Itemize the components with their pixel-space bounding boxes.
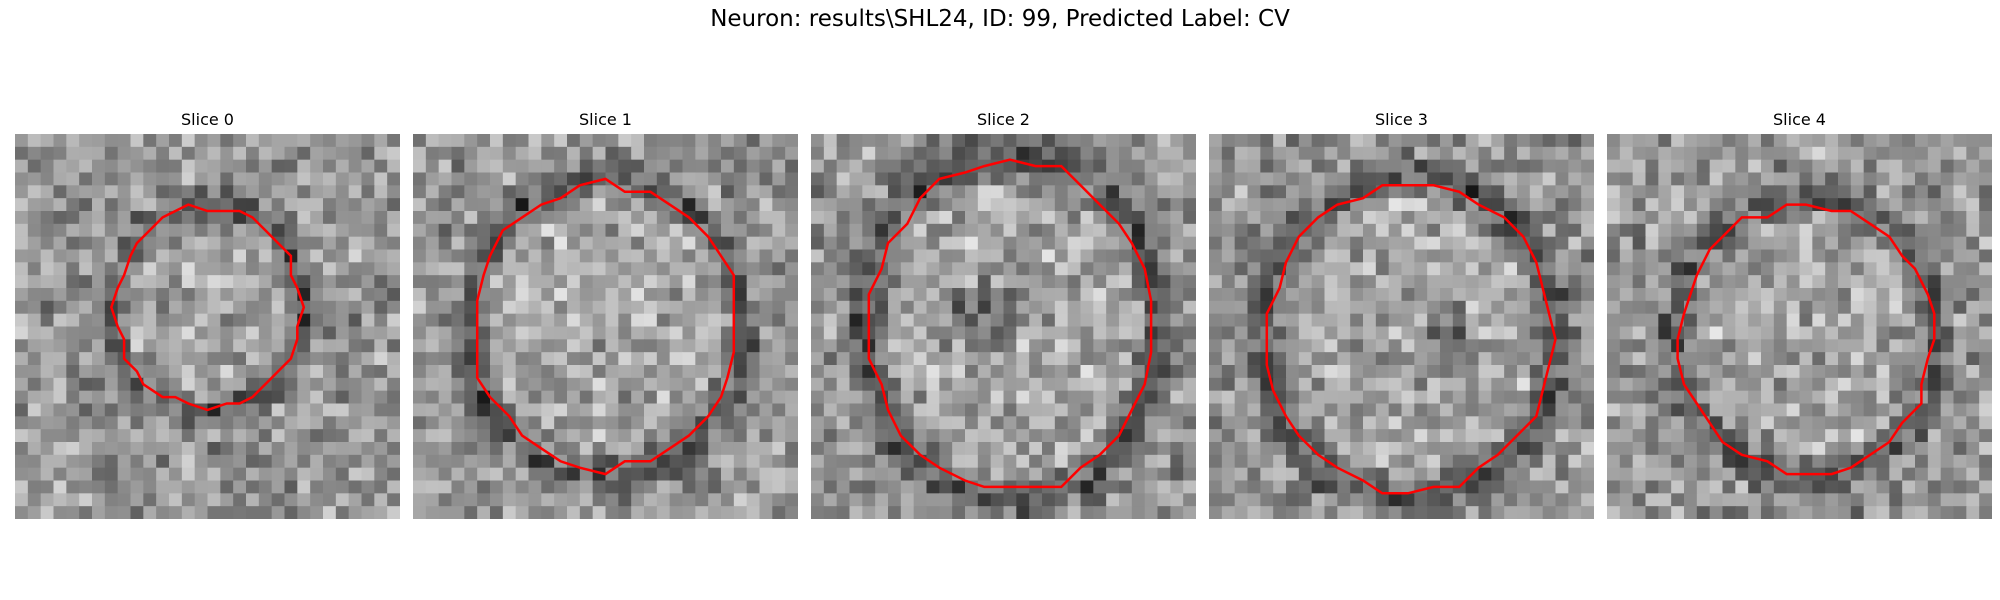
slice-panel-1: Slice 1 [413,108,798,519]
slice-pixels [811,134,1196,519]
slice-title: Slice 4 [1773,110,1826,129]
slice-image [15,134,400,519]
slice-image [811,134,1196,519]
neuron-contour [1265,184,1557,495]
slice-pixels [15,134,400,519]
slice-panel-0: Slice 0 [15,108,400,519]
slice-image [1209,134,1594,519]
neuron-contour [109,203,306,412]
slice-panel-3: Slice 3 [1209,108,1594,519]
neuron-contour [1676,203,1936,476]
slice-pixels [1607,134,1992,519]
slice-title: Slice 0 [181,110,234,129]
slice-image [413,134,798,519]
slice-pixels [413,134,798,519]
slice-title: Slice 3 [1375,110,1428,129]
slice-title: Slice 2 [977,110,1030,129]
neuron-contour [867,158,1153,489]
figure-title: Neuron: results\SHL24, ID: 99, Predicted… [710,6,1290,32]
slice-panel-2: Slice 2 [811,108,1196,519]
slice-pixels [1209,134,1594,519]
slice-image [1607,134,1992,519]
neuron-contour [475,177,736,476]
slice-title: Slice 1 [579,110,632,129]
slice-panel-4: Slice 4 [1607,108,1992,519]
